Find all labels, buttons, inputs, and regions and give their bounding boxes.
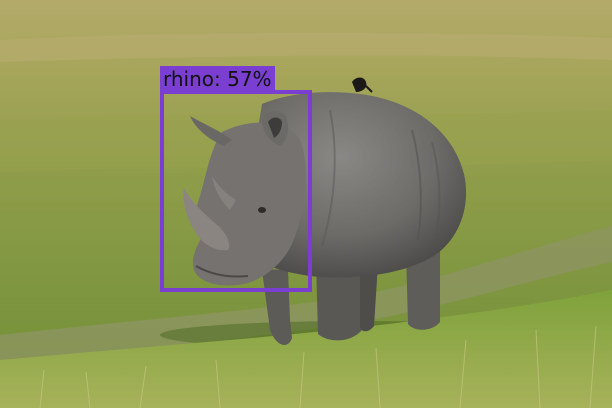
foreground-grass xyxy=(0,290,612,408)
detection-label: rhino: 57% xyxy=(160,66,275,92)
detection-box xyxy=(160,90,312,292)
dirt-path xyxy=(0,226,612,362)
rhinoceros-icon xyxy=(183,77,467,345)
